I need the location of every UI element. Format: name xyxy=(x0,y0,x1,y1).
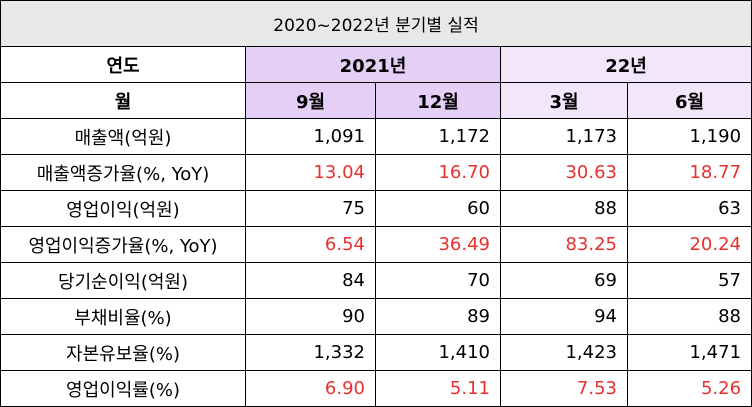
value-cell: 6.54 xyxy=(245,226,376,263)
month-header: 12월 xyxy=(375,82,501,119)
row-label: 자본유보율(%) xyxy=(0,334,246,371)
row-label: 매출액(억원) xyxy=(0,118,246,155)
value-cell: 1,091 xyxy=(245,118,376,155)
data-row: 자본유보율(%) 1,332 1,410 1,423 1,471 xyxy=(0,334,752,371)
table-title: 2020~2022년 분기별 실적 xyxy=(0,0,752,47)
data-row: 매출액(억원) 1,091 1,172 1,173 1,190 xyxy=(0,118,752,155)
value-cell: 69 xyxy=(500,262,628,299)
value-cell: 16.70 xyxy=(375,154,501,191)
value-cell: 1,332 xyxy=(245,334,376,371)
header-row: 연도 2021년 22년 xyxy=(0,46,752,83)
value-cell: 89 xyxy=(375,298,501,335)
value-cell: 1,172 xyxy=(375,118,501,155)
value-cell: 18.77 xyxy=(626,154,752,191)
value-cell: 7.53 xyxy=(500,370,628,407)
month-header: 9월 xyxy=(245,82,376,119)
value-cell: 83.25 xyxy=(500,226,628,263)
value-cell: 30.63 xyxy=(500,154,628,191)
value-cell: 57 xyxy=(626,262,752,299)
value-cell: 1,471 xyxy=(626,334,752,371)
title-row: 2020~2022년 분기별 실적 xyxy=(0,0,752,47)
value-cell: 5.11 xyxy=(375,370,501,407)
data-row: 매출액증가율(%, YoY) 13.04 16.70 30.63 18.77 xyxy=(0,154,752,191)
row-label: 부채비율(%) xyxy=(0,298,246,335)
value-cell: 84 xyxy=(245,262,376,299)
row-label: 영업이익증가율(%, YoY) xyxy=(0,226,246,263)
value-cell: 60 xyxy=(375,190,501,227)
header-row: 월 9월 12월 3월 6월 xyxy=(0,82,752,119)
row-label: 영업이익(억원) xyxy=(0,190,246,227)
data-row: 당기순이익(억원) 84 70 69 57 xyxy=(0,262,752,299)
value-cell: 63 xyxy=(626,190,752,227)
row-label: 당기순이익(억원) xyxy=(0,262,246,299)
value-cell: 88 xyxy=(626,298,752,335)
header-cell: 연도 xyxy=(0,46,246,83)
value-cell: 88 xyxy=(500,190,628,227)
value-cell: 75 xyxy=(245,190,376,227)
data-row: 영업이익증가율(%, YoY) 6.54 36.49 83.25 20.24 xyxy=(0,226,752,263)
data-row: 영업이익률(%) 6.90 5.11 7.53 5.26 xyxy=(0,370,752,407)
value-cell: 94 xyxy=(500,298,628,335)
value-cell: 70 xyxy=(375,262,501,299)
year-header: 22년 xyxy=(499,46,752,83)
value-cell: 1,410 xyxy=(375,334,501,371)
month-header: 3월 xyxy=(500,82,628,119)
value-cell: 1,190 xyxy=(626,118,752,155)
row-label: 매출액증가율(%, YoY) xyxy=(0,154,246,191)
data-row: 부채비율(%) 90 89 94 88 xyxy=(0,298,752,335)
value-cell: 1,173 xyxy=(500,118,628,155)
value-cell: 90 xyxy=(245,298,376,335)
value-cell: 13.04 xyxy=(245,154,376,191)
month-header: 6월 xyxy=(626,82,752,119)
year-header: 2021년 xyxy=(245,46,501,83)
value-cell: 6.90 xyxy=(245,370,376,407)
header-cell: 월 xyxy=(0,82,246,119)
data-row: 영업이익(억원) 75 60 88 63 xyxy=(0,190,752,227)
value-cell: 5.26 xyxy=(626,370,752,407)
row-label: 영업이익률(%) xyxy=(0,370,246,407)
value-cell: 36.49 xyxy=(375,226,501,263)
value-cell: 20.24 xyxy=(626,226,752,263)
value-cell: 1,423 xyxy=(500,334,628,371)
